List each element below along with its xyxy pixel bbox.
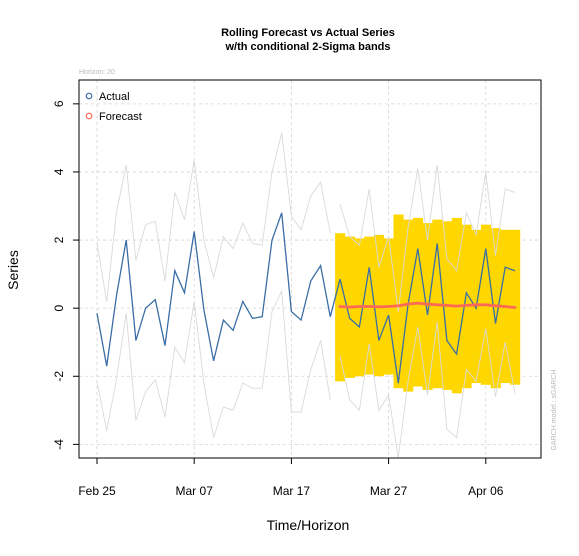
legend-forecast-label: Forecast — [99, 111, 142, 123]
x-tick-label: Mar 17 — [273, 484, 311, 498]
chart-subtitle: w/th conditional 2-Sigma bands — [224, 41, 390, 53]
y-tick-label: 6 — [52, 100, 66, 107]
horizon-note: Horizon: 20 — [79, 69, 115, 76]
actual-series-line — [96, 212, 516, 384]
chart-title: Rolling Forecast vs Actual Series — [221, 27, 395, 39]
gray-reference-line — [339, 165, 516, 312]
legend-actual-marker — [85, 92, 93, 100]
x-tick-label: Feb 25 — [78, 484, 116, 498]
legend-actual-label: Actual — [99, 91, 130, 103]
gray-lines-layer — [96, 132, 516, 459]
x-tick-label: Apr 06 — [468, 484, 504, 498]
x-axis-label: Time/Horizon — [267, 517, 350, 533]
forecast-series-line — [338, 301, 517, 309]
gray-reference-line — [96, 289, 331, 438]
sigma-band-bar — [422, 223, 433, 390]
y-tick-label: 2 — [52, 236, 66, 243]
model-watermark: GARCH model : sGARCH — [551, 370, 558, 451]
gray-reference-line — [96, 132, 331, 302]
legend-forecast-marker — [85, 112, 93, 120]
axis-layer: -4 -2 0 2 4 6 Feb 25 Mar 07 Mar 17 Mar 27 Apr 06 — [52, 79, 542, 498]
gray-reference-line — [339, 321, 516, 459]
y-tick-label: 4 — [52, 168, 66, 175]
y-axis-label: Series — [5, 250, 21, 290]
x-tick-label: Mar 27 — [370, 484, 408, 498]
legend: Actual Forecast — [85, 91, 142, 123]
series-layer — [96, 212, 517, 384]
y-tick-label: 0 — [52, 305, 66, 312]
sigma-band-bar — [393, 214, 404, 389]
x-tick-label: Mar 07 — [176, 484, 214, 498]
y-tick-label: -2 — [52, 371, 66, 382]
sigma-band-bar — [490, 228, 501, 389]
plot-frame — [78, 79, 542, 459]
y-tick-label: -4 — [52, 439, 66, 450]
